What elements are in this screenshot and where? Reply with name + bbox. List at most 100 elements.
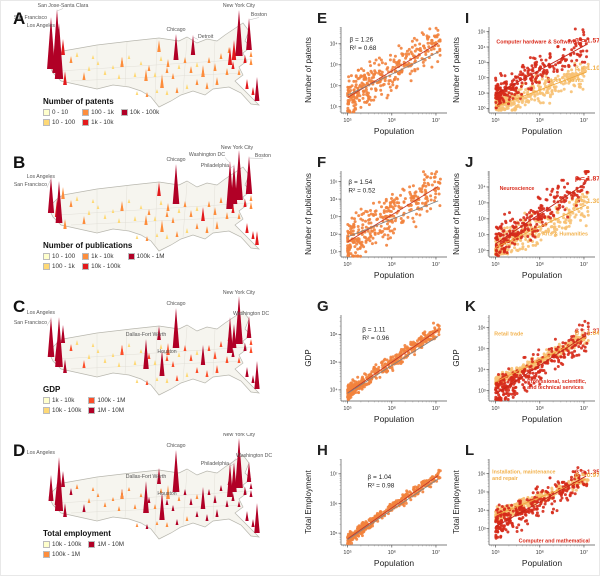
legend-swatch [43, 396, 50, 404]
spike [159, 488, 163, 493]
spike [159, 344, 163, 349]
spike [183, 201, 187, 207]
spike [111, 65, 115, 69]
spike [189, 354, 193, 361]
y-tick-label: 10³ [330, 63, 338, 69]
spike [127, 199, 131, 203]
series-label: Pipes & Joints [547, 78, 584, 84]
spike [183, 57, 187, 63]
y-tick-label: 10⁰ [478, 106, 486, 112]
map-svg-A: San Jose-Santa Clara San Francisco Los Ang… [14, 3, 267, 108]
state-line [182, 470, 188, 526]
y-axis-label: Total Employment [304, 469, 313, 533]
state-line [58, 490, 252, 504]
panel-A-map: A San Jose-Santa Clara San Francisco Los An… [1, 1, 303, 145]
y-tick-label: 10² [478, 75, 486, 81]
spike [155, 377, 159, 381]
spike [243, 343, 247, 351]
state-line [182, 38, 188, 94]
spike [155, 521, 159, 525]
legend-swatch [88, 396, 96, 404]
spike [96, 349, 100, 353]
panel-letter-F: F [317, 154, 326, 171]
city-label: Washington DC [236, 453, 272, 459]
spike [237, 213, 241, 219]
map-spikes [47, 296, 260, 389]
x-axis-label: Population [374, 270, 414, 280]
spike [246, 18, 252, 50]
legend-swatch [43, 262, 50, 270]
fit-line [495, 475, 587, 528]
spike [87, 354, 91, 359]
y-tick-label: 10⁵ [330, 179, 338, 185]
spike [237, 357, 241, 363]
map-svg-D: Los Angeles Chicago Dallas-Fort Worth Houst… [27, 433, 272, 540]
series-label: Neuroscience [500, 186, 535, 192]
spike [120, 57, 124, 67]
spike [231, 205, 235, 213]
spike [226, 161, 234, 209]
stats-text: R² = 0.96 [362, 335, 389, 342]
minor-ticks [339, 317, 435, 403]
panel-J-chart: J 10⁵ 10⁶ 10⁷ 10⁰ 10¹ 10² 10³ 10⁴ Neuroscience Art… [451, 145, 599, 289]
spike [185, 228, 189, 233]
y-tick-label: 10⁷ [330, 472, 338, 478]
spike [213, 207, 217, 215]
spike [183, 345, 187, 351]
stats-text: R² = 0.68 [349, 45, 376, 52]
city-label: Los Angeles [27, 310, 56, 316]
series-label: Professional, scientific, [527, 379, 587, 385]
legend-item: 1k - 10k [43, 395, 81, 405]
spike [135, 91, 139, 95]
beta-label: β = 1.04 [575, 330, 600, 337]
spike [75, 196, 79, 201]
spike [75, 484, 79, 489]
city-labels: Los Angeles San Francisco Chicago Philadelp… [14, 145, 271, 188]
legend-swatch [43, 550, 50, 558]
spike [189, 66, 193, 73]
spike [133, 216, 137, 221]
spike [153, 216, 157, 221]
spike [171, 217, 175, 223]
state-line [124, 185, 128, 232]
spike [127, 55, 131, 59]
spike [175, 375, 179, 381]
spike [173, 34, 179, 60]
chart-svg-L: L 10⁵ 10⁶ 10⁷ 10³ 10⁴ 10⁵ 10⁶ Installation, main… [452, 442, 599, 568]
x-tick-label: 10⁵ [343, 405, 351, 412]
y-tick-label: 10¹ [478, 91, 486, 97]
legend-items: 1k - 10k 10k - 100k 100k - 1M 1M - 10M [43, 395, 125, 415]
scatter-points-Professional, scientific, and technical services [494, 319, 590, 402]
state-line [212, 328, 216, 376]
city-label: Houston [157, 349, 176, 355]
spike [111, 353, 115, 357]
legend-title: GDP [43, 385, 61, 394]
spike [96, 61, 100, 65]
spike [117, 74, 121, 79]
panel-letter-I: I [465, 10, 469, 27]
spike [171, 505, 175, 511]
y-axis-label: Number of publications [304, 173, 313, 255]
state-line [154, 326, 158, 390]
spike [231, 493, 235, 501]
spike [165, 355, 169, 361]
spike [165, 522, 169, 527]
state-line [58, 346, 252, 360]
spike [254, 503, 260, 533]
legend-swatch [82, 262, 90, 270]
y-tick-label: 10³ [478, 388, 486, 394]
spike [69, 56, 73, 63]
y-tick-label: 10⁴ [478, 508, 486, 514]
spike [251, 519, 255, 527]
state-line [154, 38, 158, 102]
fit-line [347, 475, 439, 540]
spike [200, 487, 206, 509]
legend-label: 1M - 10M [97, 406, 124, 414]
spike [135, 523, 139, 527]
spike [205, 370, 209, 377]
chart-svg-G: G 10⁵ 10⁶ 10⁷ 10⁴ 10⁵ 10⁶ β = 1.11 R² = 0.96 Popu… [304, 298, 447, 424]
stats-text: R² = 0.98 [368, 482, 395, 489]
city-leader-line [46, 318, 52, 326]
y-tick-label: 10¹ [330, 250, 338, 256]
spike [235, 10, 243, 56]
